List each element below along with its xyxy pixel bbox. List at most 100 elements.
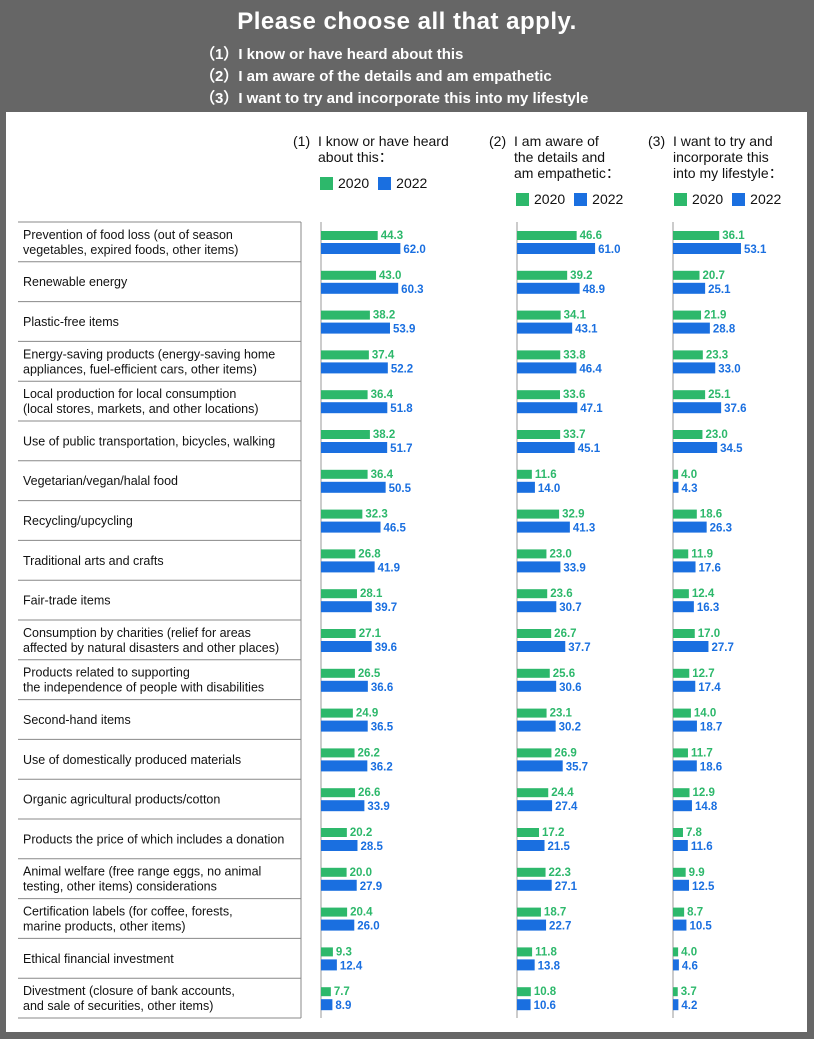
value-label: 26.5 bbox=[358, 668, 381, 680]
category-label: appliances, fuel-efficient cars, other i… bbox=[23, 362, 257, 376]
bar-group1-2020-row19 bbox=[321, 947, 333, 957]
column-2-legend: 2020 2022 bbox=[516, 191, 632, 207]
value-label: 21.9 bbox=[704, 310, 726, 322]
value-label: 33.9 bbox=[367, 801, 389, 813]
value-label: 9.3 bbox=[336, 946, 352, 958]
legend-2022-swatch bbox=[732, 193, 746, 206]
bar-group1-2022-row3 bbox=[321, 322, 390, 334]
value-label: 43.0 bbox=[379, 270, 401, 282]
value-label: 26.2 bbox=[358, 747, 380, 759]
bar-group3-2022-row6 bbox=[673, 442, 718, 453]
value-label: 10.8 bbox=[534, 986, 557, 998]
bar-group2-2022-row7 bbox=[517, 481, 535, 493]
bar-group3-2022-row5 bbox=[673, 402, 722, 414]
bar-group3-2022-row12 bbox=[673, 680, 696, 692]
value-label: 18.6 bbox=[700, 509, 722, 521]
value-label: 24.4 bbox=[551, 787, 574, 799]
bar-group2-2022-row5 bbox=[517, 402, 578, 414]
bar-group2-2020-row15 bbox=[517, 788, 549, 798]
category-label: Animal welfare (free range eggs, no anim… bbox=[23, 865, 261, 879]
value-label: 4.6 bbox=[682, 960, 698, 972]
bar-group2-2022-row13 bbox=[517, 720, 556, 732]
bar-group3-2020-row11 bbox=[673, 629, 695, 638]
category-label: Plastic-free items bbox=[23, 315, 119, 329]
bar-group2-2022-row6 bbox=[517, 442, 575, 453]
value-label: 23.3 bbox=[706, 349, 728, 361]
value-label: 60.3 bbox=[401, 284, 423, 296]
value-label: 20.7 bbox=[702, 270, 724, 282]
value-label: 18.7 bbox=[544, 907, 566, 919]
value-label: 18.6 bbox=[700, 761, 722, 773]
value-label: 27.9 bbox=[360, 881, 382, 893]
bar-group3-2020-row1 bbox=[673, 231, 720, 240]
category-label: Fair-trade items bbox=[23, 594, 111, 608]
bar-group2-2020-row2 bbox=[517, 270, 568, 280]
value-label: 4.0 bbox=[681, 946, 697, 958]
value-label: 30.6 bbox=[559, 682, 581, 694]
bar-group1-2020-row7 bbox=[321, 469, 368, 479]
value-label: 53.1 bbox=[744, 244, 767, 256]
legend-2022-swatch bbox=[378, 177, 392, 190]
bar-group2-2022-row14 bbox=[517, 760, 563, 772]
value-label: 36.4 bbox=[371, 469, 394, 481]
value-label: 36.6 bbox=[371, 682, 393, 694]
value-label: 27.4 bbox=[555, 801, 578, 813]
column-1-line-1: I know or have heard bbox=[318, 133, 449, 149]
bar-group2-2022-row3 bbox=[517, 322, 573, 334]
bar-group1-2022-row4 bbox=[321, 362, 388, 374]
value-label: 51.8 bbox=[390, 403, 413, 415]
bar-group2-2022-row15 bbox=[517, 800, 553, 812]
value-label: 10.6 bbox=[534, 1000, 556, 1012]
value-label: 24.9 bbox=[356, 708, 378, 720]
value-label: 17.0 bbox=[698, 628, 720, 640]
bar-group1-2020-row3 bbox=[321, 310, 370, 320]
value-label: 11.8 bbox=[535, 946, 557, 958]
bar-group1-2020-row12 bbox=[321, 668, 355, 678]
category-label: affected by natural disasters and other … bbox=[23, 641, 279, 655]
column-1-line-2: about this： bbox=[318, 149, 393, 165]
value-label: 12.7 bbox=[692, 668, 714, 680]
bar-group3-2020-row14 bbox=[673, 748, 688, 758]
bar-group2-2020-row17 bbox=[517, 867, 546, 877]
bar-group1-2020-row13 bbox=[321, 708, 353, 718]
bar-group2-2022-row9 bbox=[517, 561, 561, 573]
bar-group3-2022-row8 bbox=[673, 521, 707, 533]
value-label: 26.3 bbox=[710, 523, 732, 535]
bar-group1-2022-row5 bbox=[321, 402, 388, 414]
bar-group3-2022-row20 bbox=[673, 999, 679, 1011]
option-3-text: （3）I want to try and incorporate this in… bbox=[200, 90, 589, 107]
value-label: 4.3 bbox=[682, 483, 698, 495]
bar-group1-2020-row2 bbox=[321, 270, 377, 280]
value-label: 35.7 bbox=[566, 761, 588, 773]
bar-group1-2020-row14 bbox=[321, 748, 355, 758]
value-label: 26.8 bbox=[358, 548, 381, 560]
bar-group3-2020-row15 bbox=[673, 788, 690, 798]
bar-group2-2022-row8 bbox=[517, 521, 570, 533]
bar-group1-2020-row18 bbox=[321, 907, 348, 917]
value-label: 3.7 bbox=[681, 986, 697, 998]
value-label: 28.5 bbox=[360, 841, 383, 853]
value-label: 7.7 bbox=[334, 986, 350, 998]
bar-group1-2020-row6 bbox=[321, 430, 370, 439]
legend-2020-label: 2020 bbox=[338, 175, 370, 191]
value-label: 33.7 bbox=[563, 429, 585, 441]
page-title: Please choose all that apply. bbox=[237, 8, 577, 35]
bar-group3-2020-row4 bbox=[673, 350, 703, 360]
value-label: 30.2 bbox=[559, 722, 581, 734]
bar-group3-2020-row7 bbox=[673, 469, 679, 479]
bar-group2-2020-row19 bbox=[517, 947, 533, 957]
bar-group1-2020-row10 bbox=[321, 589, 357, 599]
value-label: 41.3 bbox=[573, 523, 595, 535]
value-label: 18.7 bbox=[700, 722, 722, 734]
bar-group2-2022-row2 bbox=[517, 282, 580, 294]
bar-group2-2020-row10 bbox=[517, 589, 548, 599]
value-label: 14.0 bbox=[694, 708, 716, 720]
bar-group3-2020-row17 bbox=[673, 867, 686, 877]
value-label: 32.9 bbox=[562, 509, 584, 521]
bar-group2-2022-row18 bbox=[517, 919, 547, 931]
category-label: the independence of people with disabili… bbox=[23, 681, 264, 695]
value-label: 27.1 bbox=[555, 881, 578, 893]
value-label: 41.9 bbox=[378, 562, 400, 574]
value-label: 17.2 bbox=[542, 827, 564, 839]
bar-group1-2022-row13 bbox=[321, 720, 368, 732]
